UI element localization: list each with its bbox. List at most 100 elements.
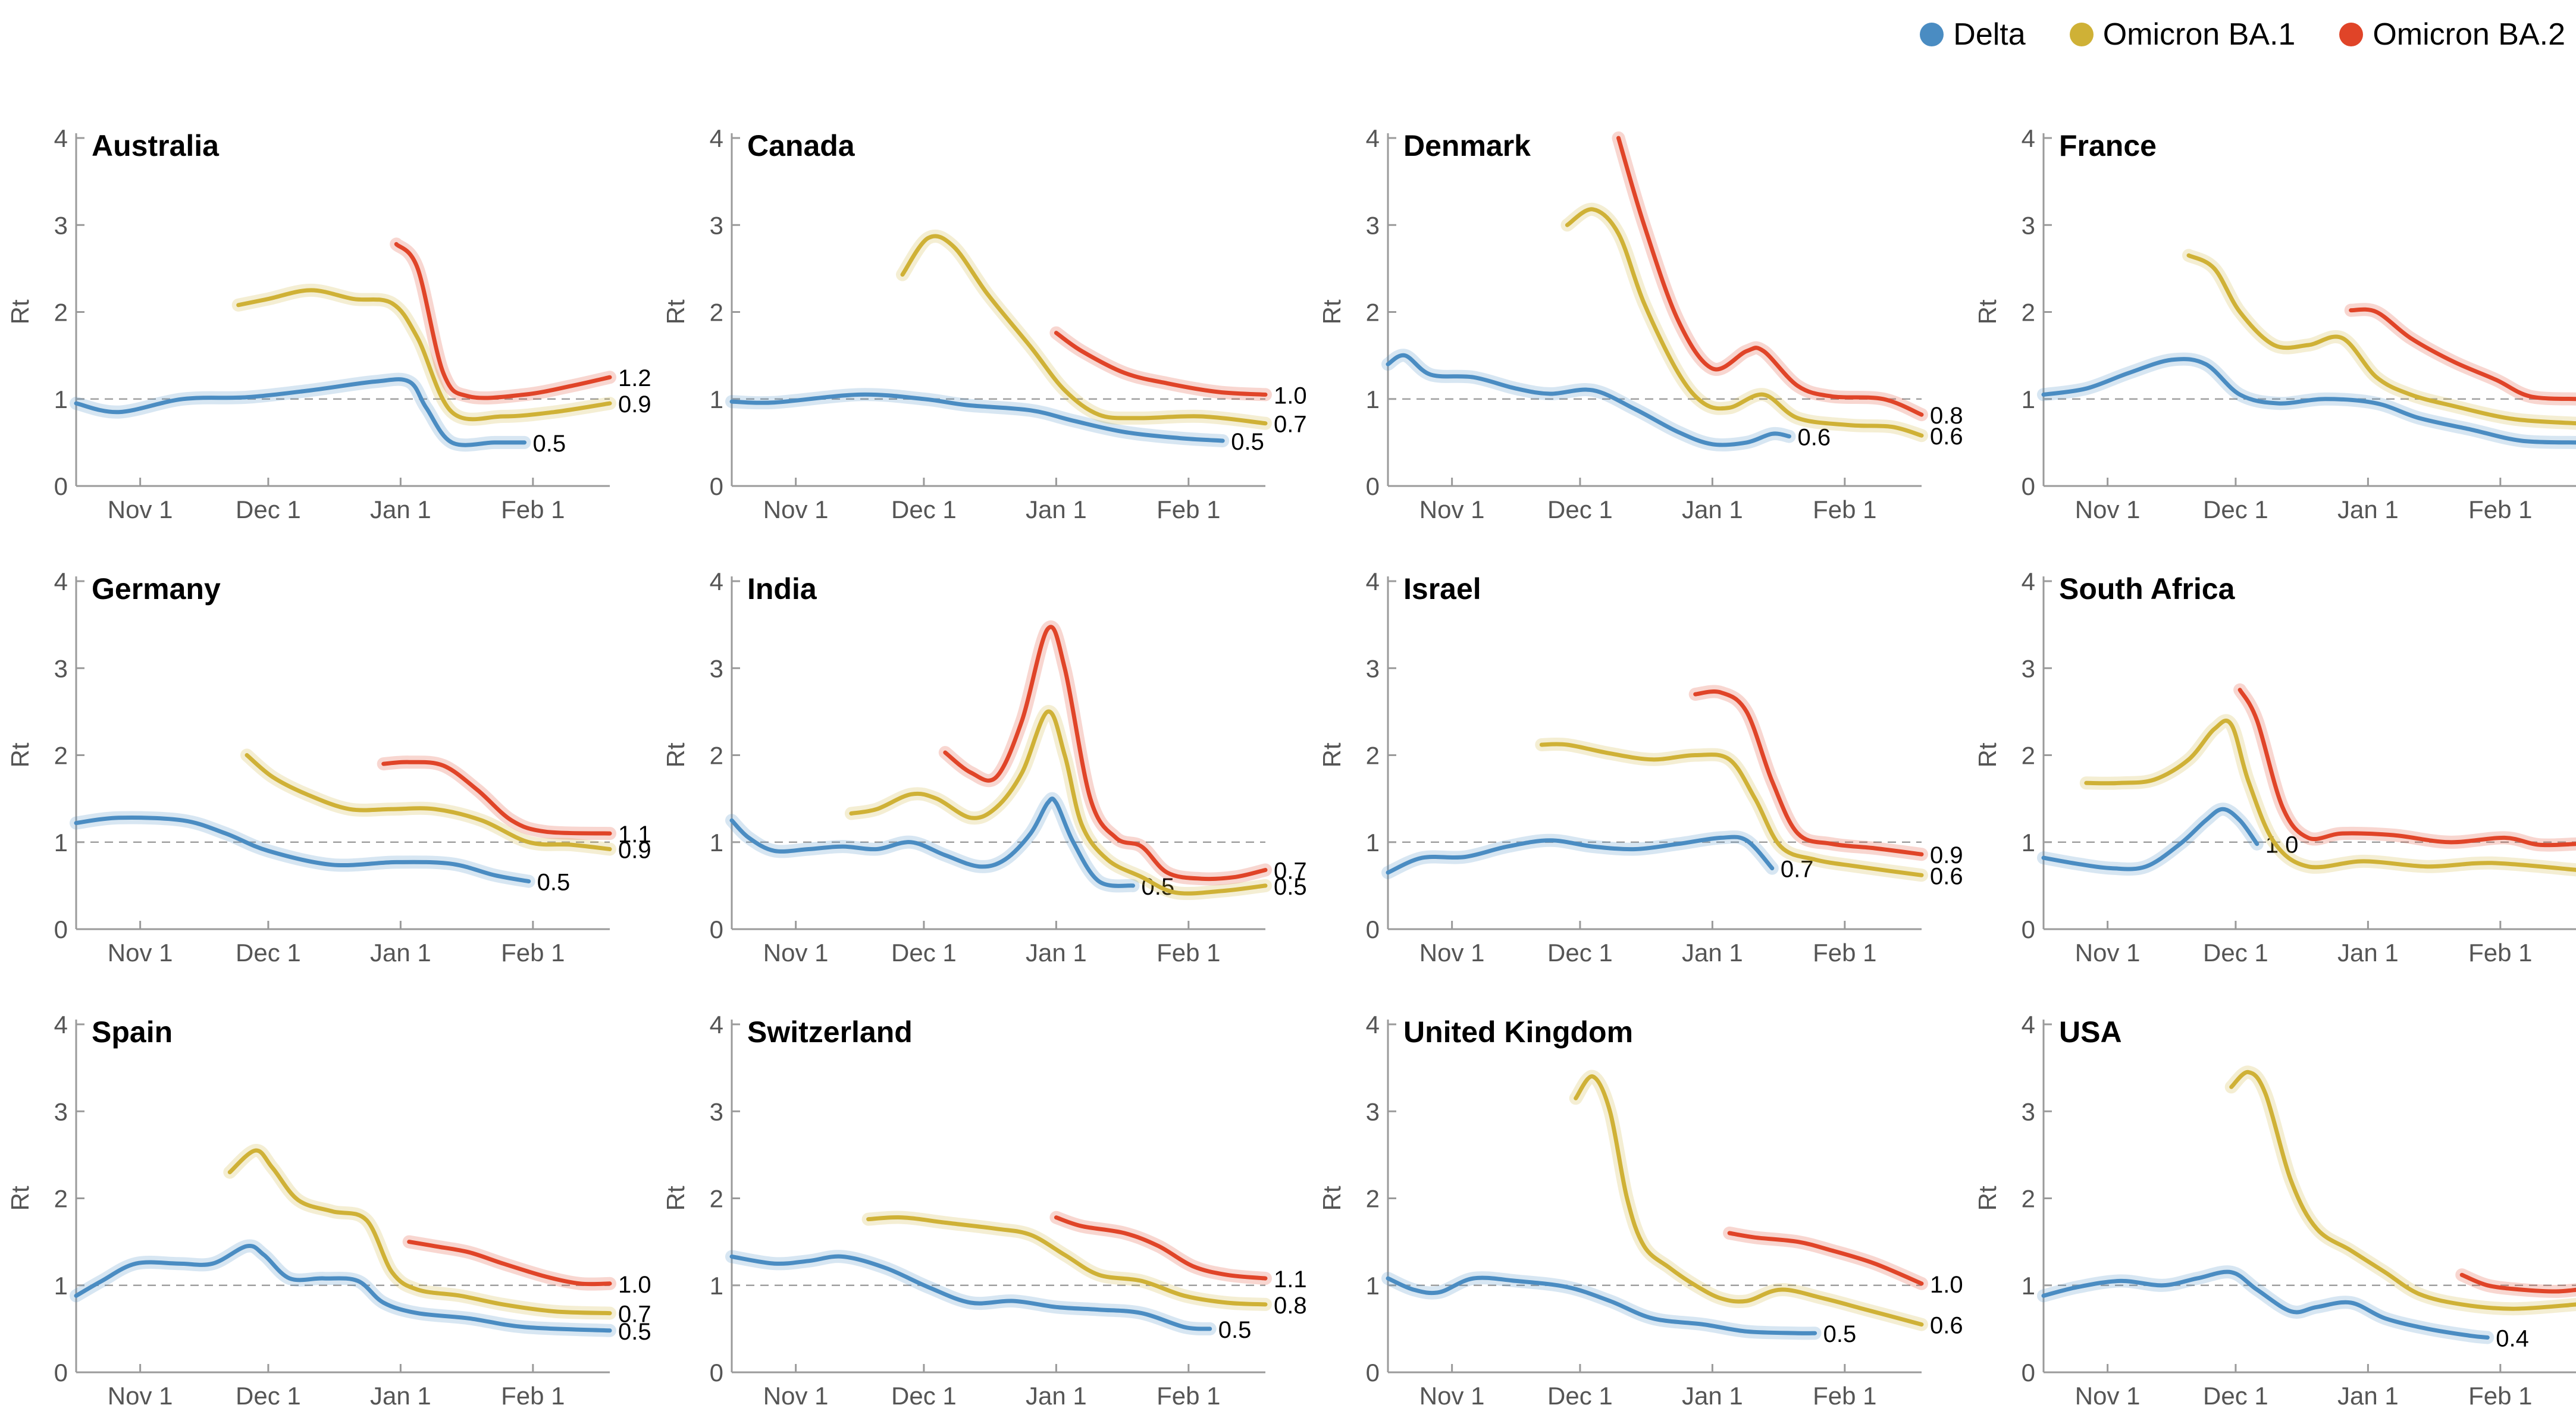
series-line-omicron-ba-2 bbox=[407, 1240, 612, 1287]
x-tick-label: Nov 1 bbox=[1419, 939, 1485, 967]
end-label-omicron-ba-1: 0.6 bbox=[1930, 1313, 1963, 1339]
end-label-delta: 0.5 bbox=[1231, 429, 1264, 455]
panel-title: Australia bbox=[92, 129, 220, 162]
x-tick-label: Nov 1 bbox=[763, 496, 829, 523]
y-tick-label: 2 bbox=[710, 299, 723, 327]
y-tick-label: 2 bbox=[54, 299, 68, 327]
y-tick-label: 3 bbox=[54, 654, 68, 682]
y-axis-label: Rt bbox=[6, 742, 34, 767]
series-line-omicron-ba-1 bbox=[227, 1148, 612, 1316]
end-label-delta: 0.5 bbox=[1823, 1321, 1857, 1347]
y-tick-label: 0 bbox=[54, 472, 68, 500]
x-tick-label: Feb 1 bbox=[1813, 1382, 1876, 1408]
panel-canada: 0 1 2 3 4 Nov 1 Dec 1 Jan 1 Feb 1 Rt Canada 0.5 0.7 1… bbox=[662, 124, 1307, 523]
series-line-delta bbox=[2041, 357, 2576, 445]
end-label-omicron-ba-2: 0.7 bbox=[1274, 858, 1307, 885]
end-label-delta: 0.7 bbox=[1781, 857, 1814, 883]
y-tick-label: 2 bbox=[1366, 299, 1380, 327]
series-line-omicron-ba-2 bbox=[1727, 1231, 1924, 1286]
x-tick-label: Jan 1 bbox=[370, 939, 431, 967]
x-tick-label: Nov 1 bbox=[2075, 939, 2141, 967]
series-band-omicron-ba-1 bbox=[2079, 714, 2576, 877]
x-tick-label: Nov 1 bbox=[1419, 1382, 1485, 1408]
y-tick-label: 3 bbox=[2022, 654, 2035, 682]
series-line-omicron-ba-2 bbox=[1054, 331, 1268, 397]
legend-dot-omicron-ba2 bbox=[2339, 23, 2364, 46]
panel-germany: 0 1 2 3 4 Nov 1 Dec 1 Jan 1 Feb 1 Rt Germany 0.5 0.9… bbox=[6, 567, 651, 967]
x-tick-label: Dec 1 bbox=[1547, 496, 1613, 523]
y-axis-label: Rt bbox=[662, 1186, 690, 1211]
y-tick-label: 4 bbox=[710, 567, 723, 595]
y-tick-label: 4 bbox=[1366, 567, 1380, 595]
series-line-omicron-ba-1 bbox=[849, 709, 1268, 896]
x-tick-label: Jan 1 bbox=[1682, 939, 1743, 967]
x-tick-label: Feb 1 bbox=[1157, 496, 1220, 523]
series-line-omicron-ba-1 bbox=[1574, 1074, 1924, 1327]
y-tick-label: 4 bbox=[1366, 124, 1380, 152]
y-tick-label: 0 bbox=[2022, 472, 2035, 500]
x-tick-label: Nov 1 bbox=[2075, 496, 2141, 523]
y-axis-label: Rt bbox=[1318, 742, 1346, 767]
y-tick-label: 2 bbox=[1366, 742, 1380, 770]
y-tick-label: 1 bbox=[2022, 1272, 2035, 1300]
y-tick-label: 1 bbox=[710, 1272, 723, 1300]
panel-title: Spain bbox=[92, 1015, 173, 1049]
series-line-delta bbox=[1386, 1275, 1817, 1335]
panel-denmark: 0 1 2 3 4 Nov 1 Dec 1 Jan 1 Feb 1 Rt Denmark 0.6 0.6… bbox=[1318, 124, 1963, 523]
series-line-delta bbox=[729, 1254, 1212, 1331]
x-tick-label: Jan 1 bbox=[2337, 496, 2399, 523]
y-axis-label: Rt bbox=[1973, 1186, 2001, 1211]
panel-title: India bbox=[747, 572, 817, 606]
series-line-omicron-ba-2 bbox=[381, 760, 612, 836]
end-label-delta: 0.5 bbox=[532, 431, 566, 457]
panel-title: Germany bbox=[92, 572, 221, 606]
y-tick-label: 1 bbox=[1366, 829, 1380, 857]
y-tick-label: 0 bbox=[2022, 915, 2035, 943]
series-line-omicron-ba-1 bbox=[2229, 1070, 2576, 1311]
y-tick-label: 3 bbox=[54, 1097, 68, 1125]
x-tick-label: Nov 1 bbox=[108, 1382, 173, 1408]
y-tick-label: 2 bbox=[2022, 742, 2035, 770]
series-line-omicron-ba-2 bbox=[1054, 1215, 1268, 1281]
series-band-omicron-ba-1 bbox=[2224, 1065, 2576, 1316]
series-line-omicron-ba-1 bbox=[245, 753, 612, 851]
end-label-delta: 0.4 bbox=[2496, 1326, 2529, 1352]
end-label-omicron-ba-1: 0.7 bbox=[618, 1302, 651, 1328]
y-tick-label: 1 bbox=[54, 385, 68, 413]
y-tick-label: 1 bbox=[1366, 1272, 1380, 1300]
y-tick-label: 2 bbox=[1366, 1185, 1380, 1213]
y-tick-label: 3 bbox=[710, 1097, 723, 1125]
x-tick-label: Dec 1 bbox=[891, 939, 957, 967]
panel-spain: 0 1 2 3 4 Nov 1 Dec 1 Jan 1 Feb 1 Rt Spain 0.50.7 1.… bbox=[6, 1011, 651, 1408]
series-line-delta bbox=[74, 377, 527, 447]
series-line-delta bbox=[729, 392, 1225, 443]
y-axis-label: Rt bbox=[1973, 742, 2001, 767]
y-tick-label: 1 bbox=[2022, 829, 2035, 857]
end-label-omicron-ba-2: 1.0 bbox=[618, 1272, 651, 1298]
panel-switzerland: 0 1 2 3 4 Nov 1 Dec 1 Jan 1 Feb 1 Rt Switzerland 0.… bbox=[662, 1011, 1307, 1408]
series-line-omicron-ba-1 bbox=[900, 234, 1268, 426]
y-tick-label: 1 bbox=[1366, 385, 1380, 413]
x-tick-label: Nov 1 bbox=[1419, 496, 1485, 523]
x-tick-label: Nov 1 bbox=[108, 496, 173, 523]
x-tick-label: Dec 1 bbox=[236, 496, 301, 523]
end-label-omicron-ba-1: 0.7 bbox=[1274, 412, 1307, 438]
series-band-delta bbox=[70, 811, 535, 888]
x-tick-label: Jan 1 bbox=[1026, 1382, 1087, 1408]
end-label-omicron-ba-1: 0.5 bbox=[1274, 874, 1307, 900]
y-tick-label: 0 bbox=[710, 915, 723, 943]
panel-israel: 0 1 2 3 4 Nov 1 Dec 1 Jan 1 Feb 1 Rt Israel 0.7 0.60… bbox=[1318, 567, 1963, 967]
legend: Delta Omicron BA.1 Omicron BA.2 bbox=[1876, 17, 2565, 52]
y-tick-label: 0 bbox=[54, 915, 68, 943]
panel-title: Denmark bbox=[1403, 129, 1531, 162]
y-tick-label: 3 bbox=[54, 211, 68, 239]
series-line-omicron-ba-2 bbox=[943, 625, 1268, 882]
y-tick-label: 2 bbox=[54, 742, 68, 770]
series-line-omicron-ba-1 bbox=[2186, 253, 2576, 426]
series-line-omicron-ba-2 bbox=[1616, 136, 1924, 417]
legend-dot-delta bbox=[1920, 23, 1944, 46]
legend-item-omicron-ba1: Omicron BA.1 bbox=[2069, 17, 2295, 52]
y-tick-label: 4 bbox=[54, 1011, 68, 1039]
series-line-omicron-ba-2 bbox=[2349, 307, 2576, 402]
series-band-delta bbox=[2037, 802, 2264, 876]
